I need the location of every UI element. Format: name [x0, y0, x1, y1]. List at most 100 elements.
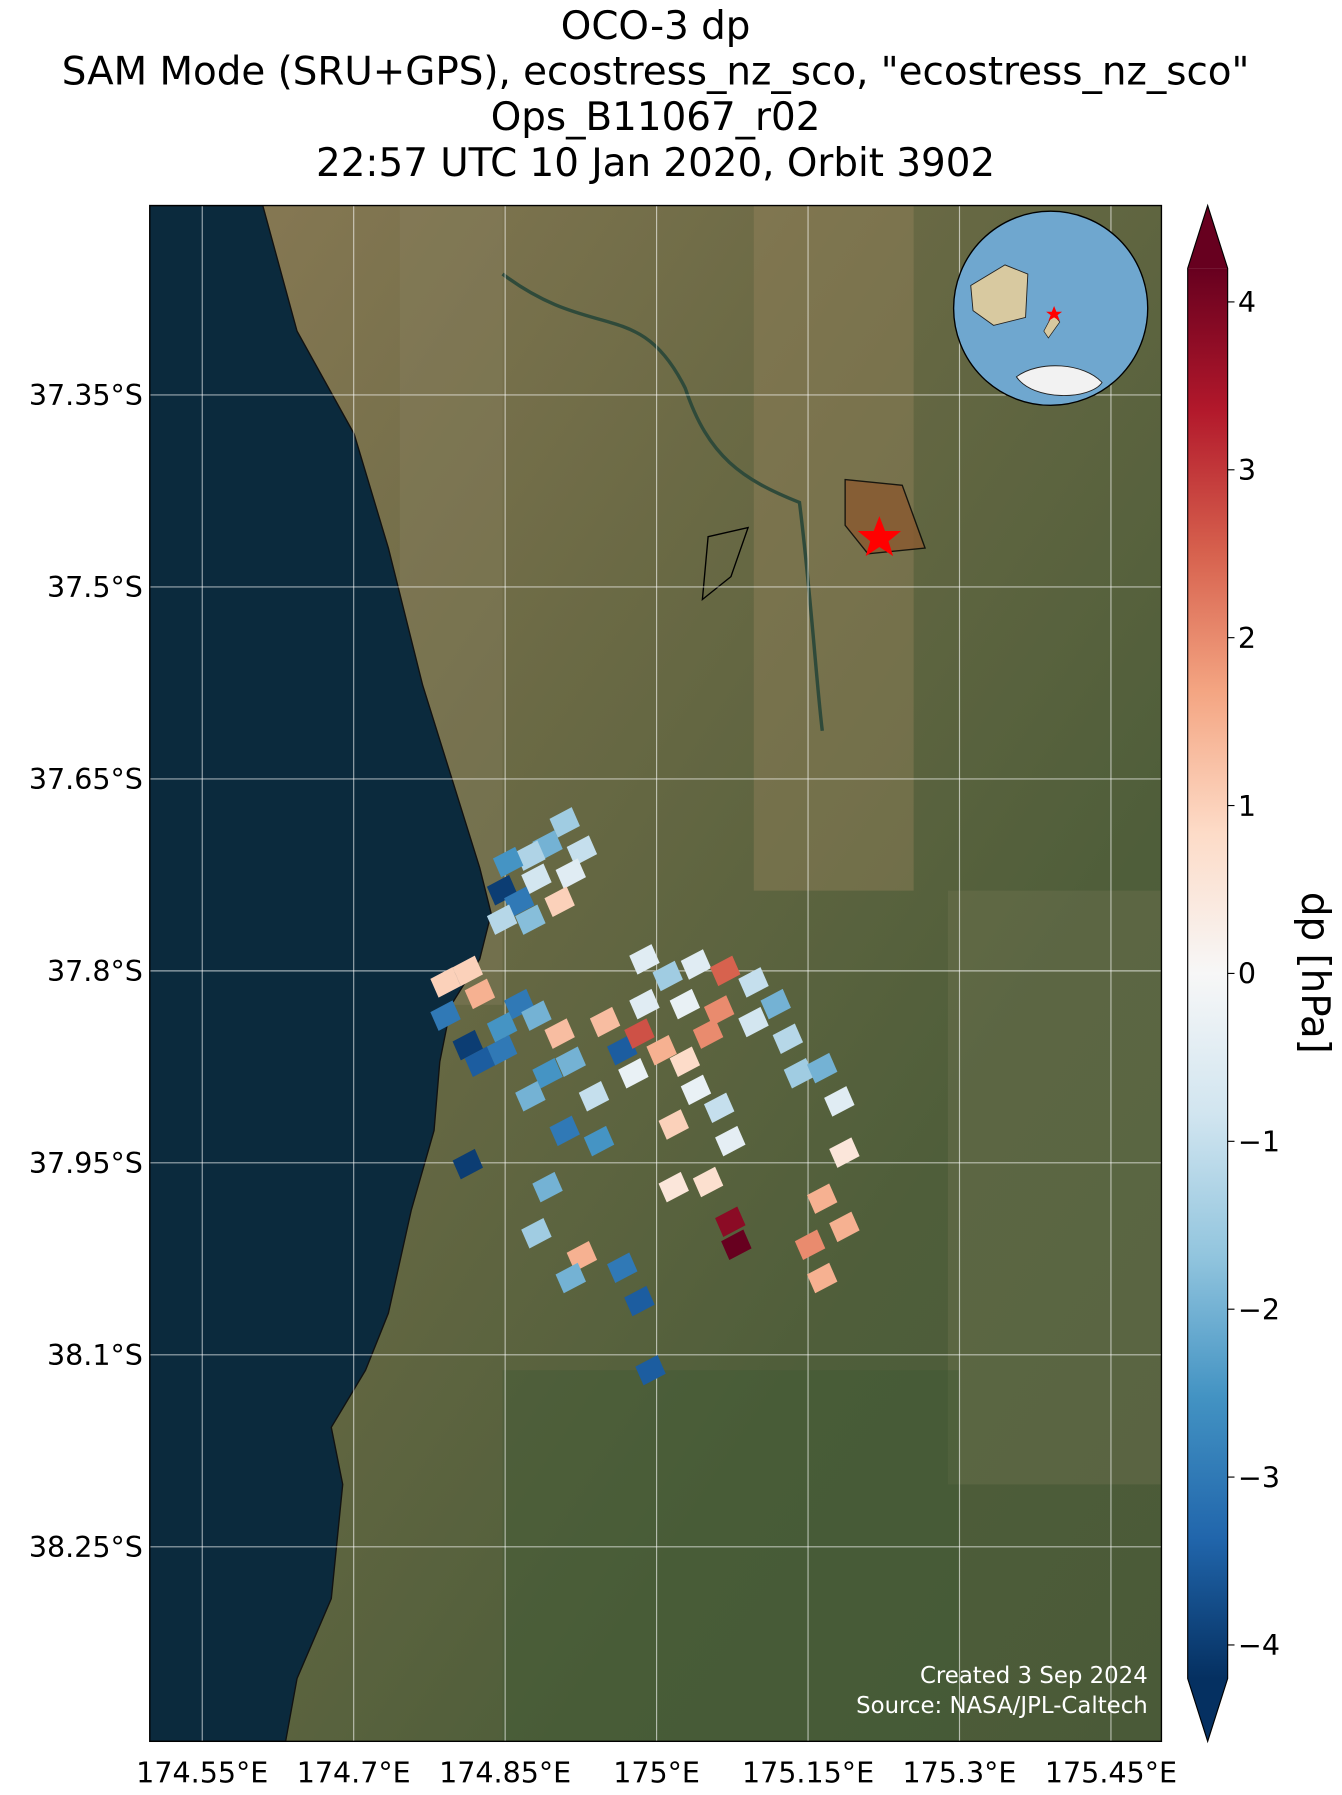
sounding-footprint [521, 1217, 552, 1249]
ocean [149, 205, 492, 1742]
globe [952, 210, 1149, 407]
colorbar-label: dp [hPa] [1292, 892, 1337, 1054]
colorbar-extend-max [1187, 205, 1228, 269]
sounding-footprint [692, 1018, 724, 1049]
sounding-footprint [521, 863, 552, 894]
sounding-footprint [486, 1011, 518, 1043]
sounding-footprint [492, 846, 524, 878]
sounding-footprint [555, 1262, 586, 1294]
colorbar-tick-label: 2 [1238, 622, 1256, 655]
y-tick-label: 37.5°S [47, 571, 143, 604]
sounding-footprint [829, 1137, 860, 1168]
colorbar-tick-label: 4 [1238, 286, 1256, 319]
colorbar-gradient [1187, 268, 1228, 1679]
y-tick-label: 37.8°S [47, 955, 143, 988]
river [501, 272, 824, 732]
sounding-footprint [658, 1109, 689, 1140]
region-outline [701, 526, 750, 602]
colorbar-tick-label: −3 [1238, 1461, 1280, 1494]
sounding-footprint [583, 1125, 615, 1157]
y-tick-label: 38.1°S [47, 1339, 143, 1372]
target-star [857, 516, 902, 557]
sounding-footprint [566, 1241, 598, 1272]
y-tick-label: 37.95°S [29, 1147, 143, 1180]
colorbar-outline [1187, 203, 1229, 1744]
sounding-footprint [486, 1034, 518, 1066]
sounding-footprint [703, 995, 735, 1026]
sounding-footprint [738, 967, 769, 998]
sounding-footprint [715, 1125, 746, 1157]
antarctica [1015, 365, 1103, 396]
x-tick-label: 174.85°E [439, 1756, 571, 1789]
sounding-footprint [658, 1171, 689, 1203]
colorbar-tick-label: 0 [1238, 958, 1256, 991]
title-line: Ops_B11067_r02 [491, 95, 821, 140]
x-tick-label: 175°E [613, 1756, 700, 1789]
sounding-footprint [532, 1058, 563, 1089]
sounding-footprint [532, 1171, 563, 1203]
inset-globe [952, 210, 1149, 407]
australia [970, 264, 1029, 326]
sounding-footprint [515, 1081, 546, 1112]
x-tick-label: 175.15°E [742, 1756, 874, 1789]
sounding-footprint [555, 1046, 586, 1077]
axes: 174.55°E 174.7°E 174.85°E 175°E 175.15°E 175.… [29, 379, 1177, 1789]
sounding-footprint [710, 955, 741, 987]
sounding-footprint [607, 1252, 638, 1284]
sounding-footprint [738, 1006, 769, 1038]
map-frame [149, 204, 1163, 1743]
sounding-footprint [486, 904, 518, 935]
sounding-footprint [669, 988, 701, 1020]
sounding-footprint [544, 1018, 575, 1049]
land-tile [502, 1370, 960, 1742]
sounding-footprint [772, 1023, 804, 1054]
sounding-footprint [629, 944, 660, 975]
sounding-footprint [806, 1052, 838, 1084]
sounding-footprint [549, 1115, 580, 1147]
sounding-footprint [721, 1229, 752, 1260]
sounding-footprint [646, 1034, 677, 1066]
title-line: 22:57 UTC 10 Jan 2020, Orbit 3902 [316, 141, 995, 186]
sounding-footprint [624, 1018, 655, 1049]
colorbar-tick-label: −2 [1238, 1293, 1280, 1326]
basemap [149, 205, 1162, 1742]
sounding-footprint [521, 1000, 552, 1031]
sounding-footprint [607, 1034, 638, 1066]
colorbar-extend-min [1187, 1678, 1228, 1742]
sounding-footprint [824, 1086, 855, 1117]
grid [149, 205, 1162, 1742]
sounding-footprint [669, 1046, 701, 1077]
sounding-footprint [692, 1166, 724, 1198]
sounding-footprint [555, 858, 586, 889]
sounding-footprint [464, 978, 496, 1010]
x-tick-label: 174.55°E [136, 1756, 268, 1789]
x-tick-label: 174.7°E [297, 1756, 411, 1789]
sounding-footprint [806, 1262, 838, 1294]
sounding-footprint [430, 967, 461, 998]
sounding-footprint [430, 1000, 461, 1031]
sounding-footprint [544, 886, 575, 918]
sounding-footprint [578, 1081, 610, 1112]
sounding-footprint [794, 1229, 826, 1260]
colorbar-tick-label: −4 [1238, 1629, 1280, 1662]
x-tick-label: 175.45°E [1045, 1756, 1177, 1789]
sounding-footprint [452, 955, 483, 987]
sounding-footprint [635, 1354, 666, 1386]
sounding-footprint [629, 988, 660, 1020]
colorbar-tick-label: −1 [1238, 1126, 1280, 1159]
sounding-footprint [549, 807, 580, 838]
sounding-footprint [452, 1148, 483, 1180]
y-tick-label: 38.25°S [29, 1531, 143, 1564]
sounding-footprint [566, 835, 598, 866]
sounding-footprint [806, 1183, 838, 1214]
soundings [430, 807, 860, 1386]
sounding-footprint [652, 960, 683, 992]
land-tile [947, 890, 1162, 1485]
inset-star [1046, 306, 1063, 321]
x-tick-label: 175.3°E [903, 1756, 1017, 1789]
sounding-footprint [624, 1285, 655, 1317]
y-tick-label: 37.35°S [29, 379, 143, 412]
sounding-footprint [618, 1058, 649, 1089]
